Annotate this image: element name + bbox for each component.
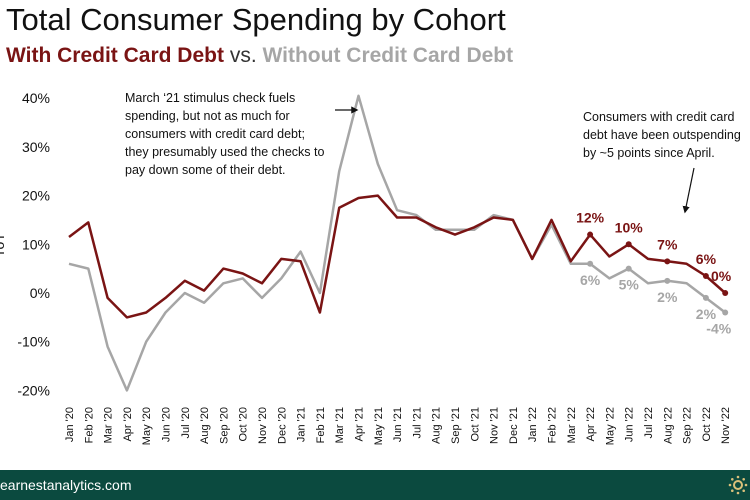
y-tick-label: 10% [22,236,50,252]
data-label-without-debt: -4% [706,320,731,336]
marker-with-debt [702,272,709,279]
chart-title: Total Consumer Spending by Cohort [6,2,506,37]
data-label-with-debt: 12% [576,210,605,226]
x-tick-label: Jan '22 [527,407,539,442]
marker-without-debt [702,294,709,301]
data-label-without-debt: 2% [696,306,717,322]
series-line-without [68,94,726,392]
x-tick-label: May '20 [141,407,153,445]
x-tick-label: Jan '21 [296,407,308,442]
x-tick-label: Mar '21 [334,407,346,443]
x-tick-label: Jul '20 [180,407,192,438]
subtitle-without-debt: Without Credit Card Debt [262,44,514,67]
x-tick-label: Dec '21 [508,407,520,444]
annotation-stimulus: March ‘21 stimulus check fuels spending, … [125,89,350,179]
x-tick-label: Mar '20 [103,407,115,443]
x-tick-label: Nov '20 [257,407,269,444]
x-tick-label: Feb '20 [83,407,95,443]
marker-with-debt [625,241,632,248]
y-axis-title: YoY [0,232,7,258]
sun-logo-icon [728,475,748,495]
y-tick-label: 40% [22,90,50,106]
x-tick-label: Feb '21 [315,407,327,443]
x-tick-label: Sep '21 [450,407,462,444]
x-tick-label: Apr '20 [122,407,134,442]
x-tick-label: Nov '21 [489,407,501,444]
x-tick-label: Apr '21 [354,407,366,442]
y-tick-label: 0% [30,285,50,301]
x-tick-label: Dec '20 [276,407,288,444]
data-label-without-debt: 5% [619,277,640,293]
marker-without-debt [587,260,594,267]
footer-bar: earnestanalytics.com [0,470,750,500]
data-label-with-debt: 6% [696,251,717,267]
x-tick-label: Jan '20 [64,407,76,442]
annotation-line: March ‘21 stimulus check fuels [125,91,296,105]
x-tick-label: Oct '20 [238,407,250,442]
data-label-with-debt: 0% [711,268,732,284]
data-labels: 12%10%7%6%0%6% 5%2%2%-4% [576,210,732,337]
y-tick-label: -20% [17,382,50,398]
x-tick-label: Jun '21 [392,407,404,442]
annotation-line: Consumers with credit card [583,110,735,124]
annotation-arrows [335,106,695,214]
x-tick-label: Sep '22 [682,407,694,444]
x-tick-label: Jun '20 [161,407,173,442]
y-tick-label: -10% [17,334,50,350]
marker-without-debt [722,309,729,316]
x-tick-label: Feb '22 [547,407,559,443]
x-tick-label: Sep '20 [218,407,230,444]
x-tick-label: Jul '22 [643,407,655,438]
data-label-with-debt: 7% [657,236,678,252]
y-axis: 40% 30% 20% 10% 0% -10% -20% YoY [0,90,50,398]
annotation-line: they presumably used the checks to [125,145,325,159]
x-tick-label: May '22 [604,407,616,445]
x-tick-label: Aug '21 [431,407,443,444]
x-tick-label: Nov '22 [720,407,732,444]
annotation-line: consumers with credit card debt; [125,127,305,141]
x-tick-label: Aug '22 [662,407,674,444]
marker-with-debt [587,231,594,238]
x-tick-label: Jul '21 [411,407,423,438]
x-tick-label: Oct '21 [469,407,481,442]
annotation-line: by ~5 points since April. [583,146,715,160]
x-tick-label: May '21 [373,407,385,445]
y-tick-label: 30% [22,139,50,155]
x-tick-label: Apr '22 [585,407,597,442]
arrow-outspending [682,167,695,214]
annotation-outspending: Consumers with credit card debt have been… [583,108,750,162]
spending-line-chart: 40% 30% 20% 10% 0% -10% -20% YoY Jan '20 Feb '20… [0,90,732,445]
chart-subtitle: With Credit Card Debt vs. Without Credit… [6,44,513,68]
data-label-with-debt: 10% [615,219,644,235]
footer-website: earnestanalytics.com [0,477,132,493]
marker-with-debt [722,290,729,296]
annotation-line: pay down some of their debt. [125,163,286,177]
marker-without-debt [664,277,671,284]
annotation-line: debt have been outspending [583,128,741,142]
annotation-line: spending, but not as much for [125,109,290,123]
data-label-without-debt: 6% [580,272,601,288]
x-tick-label: Aug '20 [199,407,211,444]
series-lines [68,94,727,392]
x-tick-label: Jun '22 [624,407,636,442]
marker-without-debt [625,265,632,272]
series-line-with [68,194,727,319]
data-label-without-debt: 2% [657,289,678,305]
y-tick-label: 20% [22,188,50,204]
x-tick-label: Oct '22 [701,407,713,442]
x-axis: Jan '20 Feb '20 Mar '20 Apr '20 May '20 Jun '… [64,407,732,445]
x-tick-label: Mar '22 [566,407,578,443]
subtitle-vs: vs. [223,44,263,67]
marker-with-debt [664,258,671,265]
subtitle-with-debt: With Credit Card Debt [6,44,224,67]
